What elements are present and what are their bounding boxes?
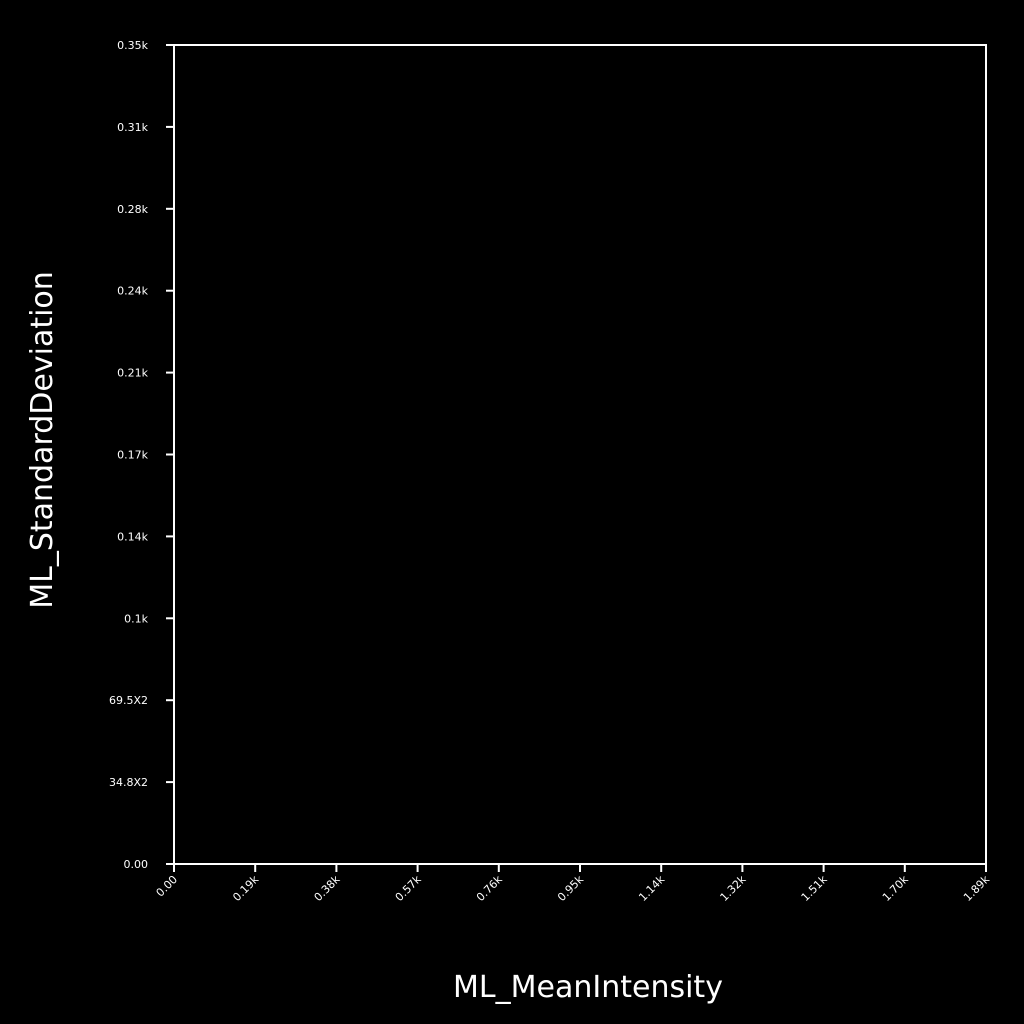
y-axis-title: ML_StandardDeviation: [25, 271, 60, 609]
x-axis: 0.00 0.19k 0.38k 0.57k 0.76k 0.95k 1.14k 1.32k 1…: [154, 864, 993, 904]
y-tick-label: 0.31k: [117, 121, 148, 134]
x-tick-label: 0.76k: [474, 872, 505, 903]
y-tick-label: 0.17k: [117, 449, 148, 462]
y-tick-label: 69.5X2: [109, 694, 148, 707]
y-tick-label: 34.8X2: [109, 776, 148, 789]
x-tick-label: 1.89k: [961, 872, 992, 903]
x-axis-title: ML_MeanIntensity: [453, 970, 723, 1005]
x-tick-label: 1.70k: [880, 872, 911, 903]
y-tick-label: 0.14k: [117, 530, 148, 543]
y-tick-label: 0.00: [124, 858, 149, 871]
x-tick-label: 0.00: [154, 873, 181, 900]
x-tick-label: 1.14k: [636, 872, 667, 903]
y-tick-label: 0.28k: [117, 203, 148, 216]
x-tick-label: 0.95k: [555, 872, 586, 903]
y-tick-label: 0.35k: [117, 39, 148, 52]
x-tick-label: 0.19k: [230, 872, 261, 903]
x-tick-label: 0.57k: [393, 872, 424, 903]
y-tick-label: 0.21k: [117, 367, 148, 380]
x-tick-label: 1.32k: [717, 872, 748, 903]
y-tick-label: 0.1k: [124, 612, 148, 625]
x-tick-label: 0.38k: [311, 872, 342, 903]
y-axis: 0.00 34.8X2 69.5X2 0.1k 0.14k 0.17k 0.21k 0.24k…: [109, 39, 174, 871]
plot-area: [173, 44, 987, 865]
x-tick-label: 1.51k: [799, 872, 830, 903]
y-tick-label: 0.24k: [117, 285, 148, 298]
